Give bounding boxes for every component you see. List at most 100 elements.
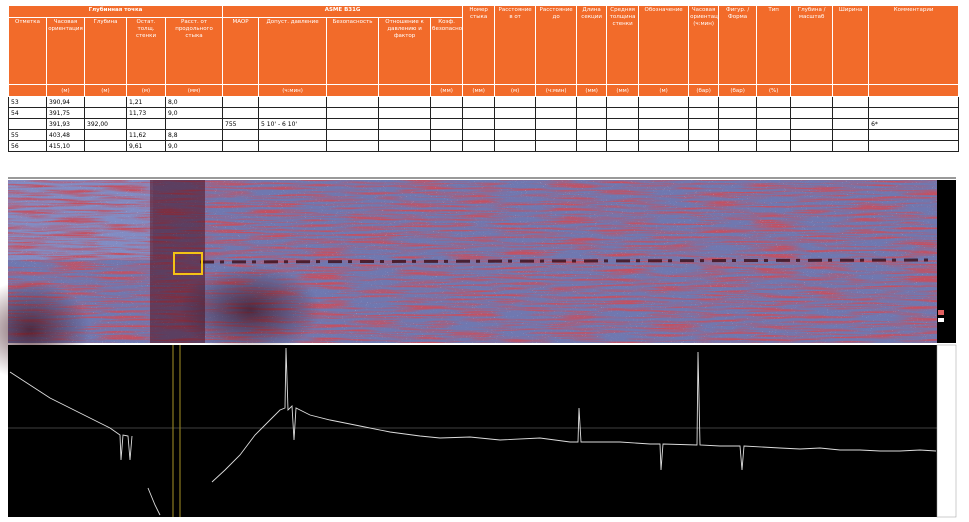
- table-cell: [85, 108, 127, 119]
- table-cell: [85, 141, 127, 152]
- table-cell: 390,94: [47, 97, 85, 108]
- table-cell: 9,0: [166, 108, 223, 119]
- table-cell: [791, 108, 833, 119]
- column-unit: (бар): [689, 85, 719, 97]
- table-cell: 9,0: [166, 141, 223, 152]
- table-cell: [607, 108, 639, 119]
- table-cell: 391,93: [47, 119, 85, 130]
- table-cell: 8,0: [166, 97, 223, 108]
- page: Глубинная точкаASME B31GНомер стыкаРасст…: [0, 0, 969, 522]
- column-header: Допуст. давление: [259, 18, 327, 85]
- table-cell: [577, 141, 607, 152]
- column-unit: (м): [47, 85, 85, 97]
- column-header: Расстояние в от: [495, 6, 536, 85]
- table-cell: [791, 97, 833, 108]
- table-cell: 6*: [869, 119, 959, 130]
- table-cell: [327, 108, 379, 119]
- table-cell: [577, 119, 607, 130]
- scan-view: [0, 170, 969, 522]
- table-cell: [719, 130, 757, 141]
- table-cell: 54: [9, 108, 47, 119]
- table-cell: 391,75: [47, 108, 85, 119]
- table-cell: [431, 119, 463, 130]
- table-cell: [463, 130, 495, 141]
- column-unit: [791, 85, 833, 97]
- table-cell: [833, 119, 869, 130]
- table-cell: [379, 141, 431, 152]
- table-cell: 403,48: [47, 130, 85, 141]
- table-cell: [639, 119, 689, 130]
- table-cell: [791, 141, 833, 152]
- table-cell: 55: [9, 130, 47, 141]
- table-cell: [9, 119, 47, 130]
- table-cell: 5 10' - 6 10': [259, 119, 327, 130]
- column-header: Расстояние до: [536, 6, 577, 85]
- table-cell: [495, 119, 536, 130]
- table-cell: [791, 119, 833, 130]
- column-header: Обозначение: [639, 6, 689, 85]
- table-cell: [757, 119, 791, 130]
- column-header: Длина секции: [577, 6, 607, 85]
- table-cell: [327, 97, 379, 108]
- column-header: Коэф. безопасности: [431, 18, 463, 85]
- table-cell: [85, 130, 127, 141]
- table-cell: [327, 119, 379, 130]
- table-cell: 392,00: [85, 119, 127, 130]
- table-cell: [869, 108, 959, 119]
- table-cell: [757, 141, 791, 152]
- table-cell: [431, 130, 463, 141]
- column-header: Ширина: [833, 6, 869, 85]
- table-cell: [757, 97, 791, 108]
- column-header: Остат. толщ. стенки: [127, 18, 166, 85]
- column-header: Номер стыка: [463, 6, 495, 85]
- table-cell: [536, 119, 577, 130]
- group-header: ASME B31G: [223, 6, 463, 18]
- table-cell: [259, 97, 327, 108]
- column-header: MAOP: [223, 18, 259, 85]
- group-header: Глубинная точка: [9, 6, 223, 18]
- table-cell: [791, 130, 833, 141]
- table-cell: [431, 108, 463, 119]
- table-cell: [719, 108, 757, 119]
- column-header: Тип: [757, 6, 791, 85]
- table-cell: [869, 130, 959, 141]
- table-cell: 53: [9, 97, 47, 108]
- table-cell: [719, 119, 757, 130]
- table-cell: [607, 97, 639, 108]
- table-cell: [577, 130, 607, 141]
- table-cell: [495, 108, 536, 119]
- table-cell: 11,62: [127, 130, 166, 141]
- table-cell: 1,21: [127, 97, 166, 108]
- table-cell: [689, 130, 719, 141]
- table-cell: [689, 119, 719, 130]
- table-cell: [327, 130, 379, 141]
- table-cell: [223, 141, 259, 152]
- table-cell: [379, 97, 431, 108]
- signal-trace: [8, 345, 956, 517]
- table-cell: [639, 108, 689, 119]
- column-unit: [9, 85, 47, 97]
- table-cell: [85, 97, 127, 108]
- table-cell: [833, 130, 869, 141]
- column-header: Часовая ориентация (ч:мин): [689, 6, 719, 85]
- table-cell: [577, 97, 607, 108]
- table-cell: [259, 130, 327, 141]
- table-cell: [833, 141, 869, 152]
- table-cell: [689, 97, 719, 108]
- table-cell: [689, 108, 719, 119]
- column-unit: (мм): [166, 85, 223, 97]
- table-cell: [689, 141, 719, 152]
- table-cell: [463, 97, 495, 108]
- column-header: Расст. от продольного стыка: [166, 18, 223, 85]
- column-header: Безопасность: [327, 18, 379, 85]
- table-cell: [607, 130, 639, 141]
- table-cell: 56: [9, 141, 47, 152]
- table-cell: [495, 130, 536, 141]
- table-cell: [463, 108, 495, 119]
- column-unit: [327, 85, 379, 97]
- scan-header: [8, 177, 956, 179]
- table-cell: [431, 97, 463, 108]
